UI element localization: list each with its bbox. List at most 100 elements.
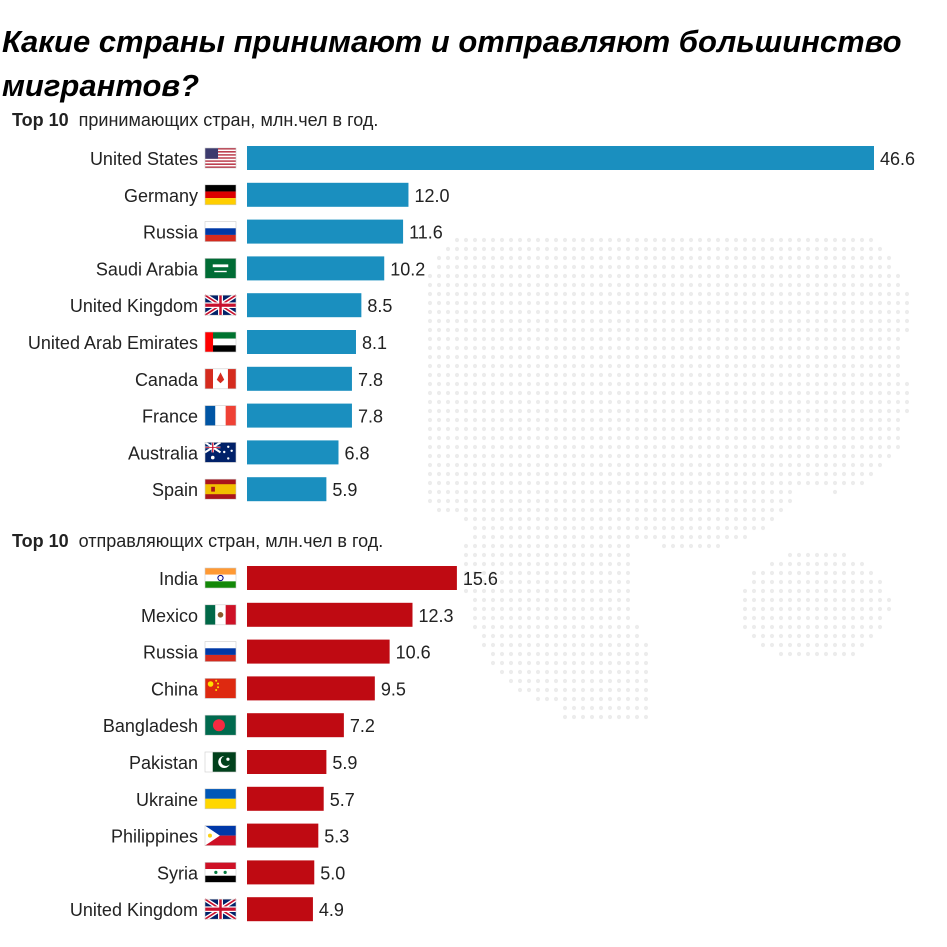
receiving-row: United Arab Emirates 8.1 xyxy=(28,330,387,354)
sending-row: Syria 5.0 xyxy=(157,860,345,885)
sending-bar xyxy=(247,566,457,590)
sending-value-label: 5.9 xyxy=(332,753,357,773)
sending-category-label: Mexico xyxy=(141,606,198,626)
sending-row: United Kingdom 4.9 xyxy=(70,897,344,922)
flag-fr-icon xyxy=(204,405,237,426)
receiving-row: Russia 11.6 xyxy=(143,219,443,244)
receiving-row: France 7.8 xyxy=(142,403,383,428)
receiving-value-label: 8.5 xyxy=(367,296,392,316)
flag-ph-icon xyxy=(204,825,237,846)
flag-sa-icon xyxy=(204,258,237,279)
receiving-bar xyxy=(247,256,385,281)
receiving-bar xyxy=(247,440,339,465)
receiving-subtitle-text: принимающих стран, млн.чел в год. xyxy=(78,110,379,130)
sending-row: Bangladesh 7.2 xyxy=(103,713,375,738)
receiving-category-label: United Kingdom xyxy=(70,296,198,316)
sending-row: China 9.5 xyxy=(151,676,406,701)
flag-ae-icon xyxy=(204,331,237,353)
receiving-category-label: France xyxy=(142,407,198,427)
sending-category-label: China xyxy=(151,679,199,699)
receiving-category-label: Saudi Arabia xyxy=(96,259,199,279)
sending-bar xyxy=(247,823,319,848)
sending-category-label: Philippines xyxy=(111,827,198,847)
receiving-value-label: 7.8 xyxy=(358,370,383,390)
sending-category-label: United Kingdom xyxy=(70,900,198,920)
receiving-bar xyxy=(247,219,404,244)
receiving-category-label: Australia xyxy=(128,443,199,463)
receiving-value-label: 12.0 xyxy=(414,186,449,206)
receiving-countries-chart: United States 46.6 Germany 12.0 Russia 11.6 Sa… xyxy=(28,146,915,502)
sending-value-label: 5.0 xyxy=(320,863,345,883)
receiving-row: Spain 5.9 xyxy=(152,477,357,502)
receiving-value-label: 5.9 xyxy=(332,480,357,500)
flag-gb-icon xyxy=(203,897,238,922)
receiving-category-label: Spain xyxy=(152,480,198,500)
flag-ru-icon xyxy=(204,221,237,242)
flag-pk-icon xyxy=(204,751,237,773)
receiving-row: Australia 6.8 xyxy=(128,440,370,465)
receiving-value-label: 46.6 xyxy=(880,149,915,169)
receiving-subtitle-prefix: Top 10 xyxy=(12,110,69,130)
receiving-row: Germany 12.0 xyxy=(124,182,450,207)
sending-subtitle: Top 10 отправляющих стран, млн.чел в год. xyxy=(12,531,383,552)
receiving-bar xyxy=(247,477,327,502)
receiving-value-label: 10.2 xyxy=(390,259,425,279)
world-map-dots xyxy=(427,237,910,720)
receiving-row: Saudi Arabia 10.2 xyxy=(96,256,425,281)
sending-bar xyxy=(247,786,324,811)
sending-row: Pakistan 5.9 xyxy=(129,750,357,774)
receiving-subtitle: Top 10 принимающих стран, млн.чел в год. xyxy=(12,110,378,131)
flag-ru-icon xyxy=(204,641,237,662)
sending-row: Mexico 12.3 xyxy=(141,602,454,627)
sending-row: Philippines 5.3 xyxy=(111,823,349,848)
sending-bar xyxy=(247,713,344,738)
sending-value-label: 7.2 xyxy=(350,716,375,736)
sending-bar xyxy=(247,602,413,627)
receiving-category-label: United States xyxy=(90,149,198,169)
receiving-value-label: 7.8 xyxy=(358,407,383,427)
flag-ca-icon xyxy=(204,368,237,390)
sending-category-label: Russia xyxy=(143,643,199,663)
receiving-bar xyxy=(247,293,362,318)
flag-us-icon xyxy=(204,147,237,169)
sending-value-label: 4.9 xyxy=(319,900,344,920)
receiving-row: Canada 7.8 xyxy=(135,366,383,391)
flag-bd-icon xyxy=(204,714,237,736)
sending-value-label: 15.6 xyxy=(463,569,498,589)
flag-ua-icon xyxy=(204,788,237,810)
receiving-bar xyxy=(247,330,356,354)
sending-row: Ukraine 5.7 xyxy=(136,786,355,811)
flag-au-icon xyxy=(204,441,237,463)
sending-value-label: 5.7 xyxy=(330,790,355,810)
sending-bar xyxy=(247,676,375,701)
receiving-value-label: 11.6 xyxy=(409,223,443,243)
receiving-category-label: Russia xyxy=(143,223,199,243)
receiving-bar xyxy=(247,403,352,428)
sending-subtitle-text: отправляющих стран, млн.чел в год. xyxy=(78,531,384,551)
flag-gb-icon xyxy=(203,293,238,318)
receiving-value-label: 8.1 xyxy=(362,333,387,353)
sending-value-label: 10.6 xyxy=(396,643,431,663)
page-title: Какие страны принимают и отправляют боль… xyxy=(2,24,902,103)
receiving-category-label: Canada xyxy=(135,370,199,390)
flag-mx-icon xyxy=(204,604,237,626)
sending-category-label: Ukraine xyxy=(136,790,198,810)
sending-row: India 15.6 xyxy=(159,566,498,590)
receiving-row: United Kingdom 8.5 xyxy=(70,293,392,318)
sending-category-label: Pakistan xyxy=(129,753,198,773)
sending-bar xyxy=(247,897,313,922)
receiving-category-label: United Arab Emirates xyxy=(28,333,198,353)
receiving-row: United States 46.6 xyxy=(90,146,915,170)
sending-category-label: Syria xyxy=(157,863,199,883)
sending-category-label: Bangladesh xyxy=(103,716,198,736)
sending-bar xyxy=(247,750,327,774)
flag-sy-icon xyxy=(204,862,237,883)
receiving-category-label: Germany xyxy=(124,186,198,206)
sending-value-label: 12.3 xyxy=(418,606,453,626)
receiving-value-label: 6.8 xyxy=(344,443,369,463)
receiving-bar xyxy=(247,182,409,207)
sending-subtitle-prefix: Top 10 xyxy=(12,531,69,551)
sending-countries-chart: India 15.6 Mexico 12.3 Russia 10.6 China 9.5 Ban… xyxy=(70,566,498,922)
flag-de-icon xyxy=(204,184,237,206)
